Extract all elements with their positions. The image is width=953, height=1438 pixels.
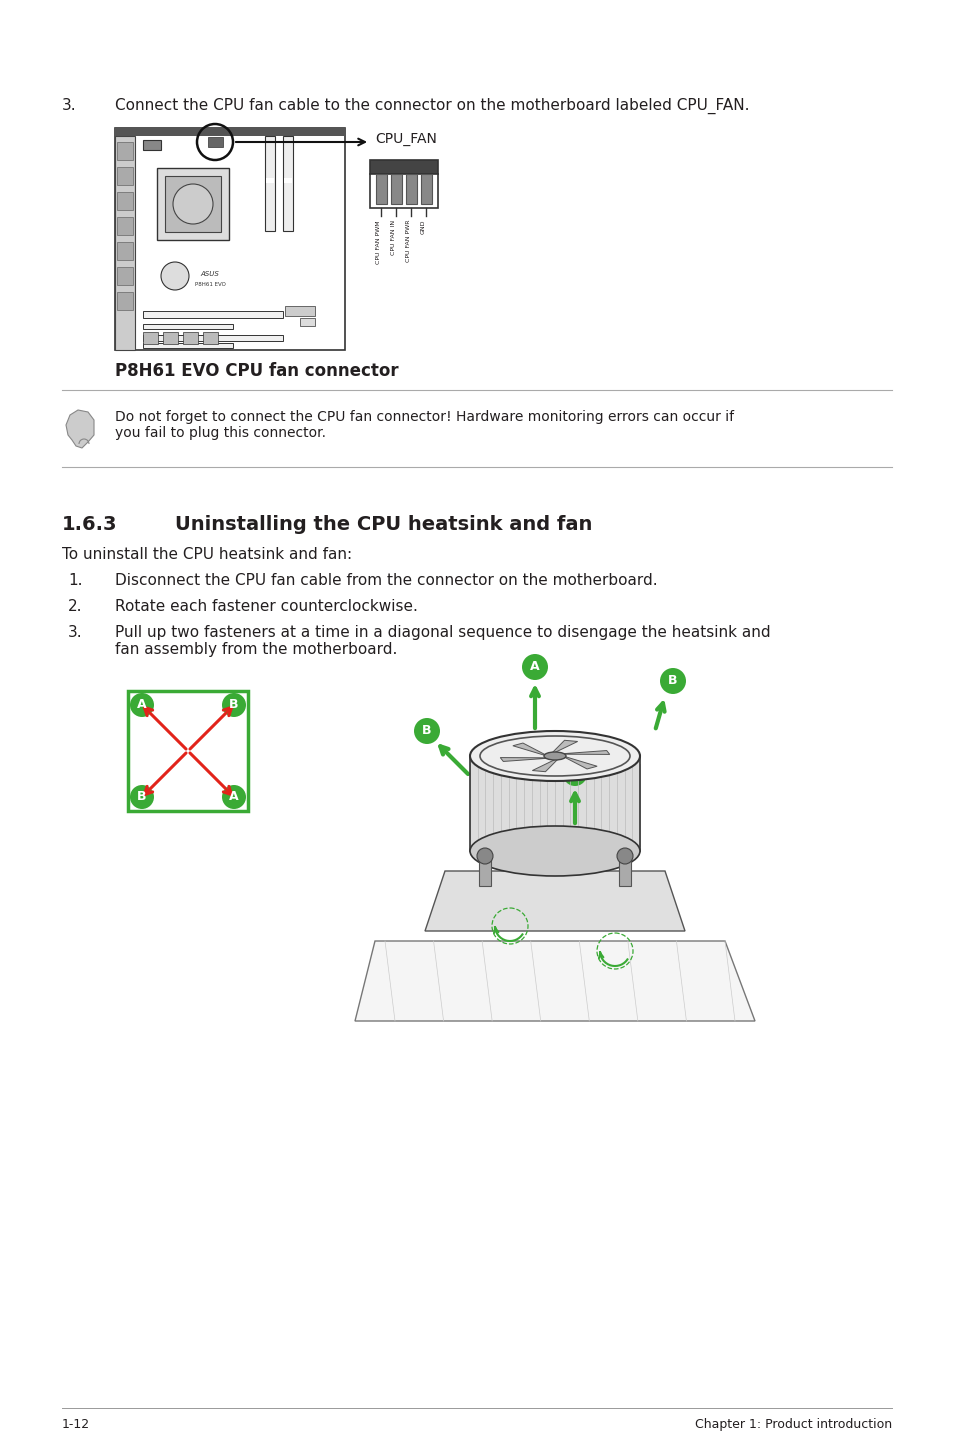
Bar xyxy=(143,335,283,341)
Bar xyxy=(370,174,437,209)
Circle shape xyxy=(476,848,493,864)
Text: Connect the CPU fan cable to the connector on the motherboard labeled CPU_FAN.: Connect the CPU fan cable to the connect… xyxy=(115,98,749,114)
Bar xyxy=(117,142,132,160)
Text: Chapter 1: Product introduction: Chapter 1: Product introduction xyxy=(694,1418,891,1431)
Ellipse shape xyxy=(470,825,639,876)
Bar xyxy=(117,267,132,285)
Text: 3.: 3. xyxy=(62,98,76,114)
Polygon shape xyxy=(66,410,94,449)
Bar xyxy=(375,174,387,204)
Bar xyxy=(420,174,432,204)
Polygon shape xyxy=(355,940,754,1021)
Bar xyxy=(203,332,218,344)
Circle shape xyxy=(222,785,246,810)
Ellipse shape xyxy=(470,731,639,781)
Bar xyxy=(478,856,491,886)
Circle shape xyxy=(521,654,547,680)
Text: 3.: 3. xyxy=(68,626,83,640)
Bar xyxy=(143,344,233,348)
Bar xyxy=(299,318,314,326)
Text: Disconnect the CPU fan cable from the connector on the motherboard.: Disconnect the CPU fan cable from the co… xyxy=(115,572,657,588)
Bar xyxy=(183,332,198,344)
Circle shape xyxy=(414,718,439,743)
Bar xyxy=(163,332,178,344)
Bar xyxy=(117,167,132,186)
Circle shape xyxy=(222,693,246,718)
Bar xyxy=(391,174,401,204)
Text: 1.: 1. xyxy=(68,572,82,588)
Bar xyxy=(117,193,132,210)
Bar xyxy=(143,139,161,150)
Bar xyxy=(283,137,293,232)
Text: CPU FAN PWR: CPU FAN PWR xyxy=(406,220,411,263)
Bar xyxy=(157,168,229,240)
Bar xyxy=(143,311,283,318)
Text: A: A xyxy=(137,699,147,712)
Ellipse shape xyxy=(543,752,565,761)
Text: Pull up two fasteners at a time in a diagonal sequence to disengage the heatsink: Pull up two fasteners at a time in a dia… xyxy=(115,626,770,657)
Text: B: B xyxy=(137,791,147,804)
Polygon shape xyxy=(499,758,551,762)
Text: CPU_FAN: CPU_FAN xyxy=(375,132,436,147)
Polygon shape xyxy=(551,741,578,754)
Text: Rotate each fastener counterclockwise.: Rotate each fastener counterclockwise. xyxy=(115,600,417,614)
Polygon shape xyxy=(424,871,684,930)
Text: P8H61 EVO: P8H61 EVO xyxy=(194,282,225,288)
Text: CPU FAN PWM: CPU FAN PWM xyxy=(375,220,380,263)
Bar xyxy=(143,332,158,344)
Circle shape xyxy=(161,262,189,290)
Text: B: B xyxy=(229,699,238,712)
Bar xyxy=(370,160,437,174)
Polygon shape xyxy=(562,756,597,769)
Text: B: B xyxy=(667,674,677,687)
Bar xyxy=(128,692,248,811)
Bar xyxy=(618,856,630,886)
Circle shape xyxy=(130,693,153,718)
Polygon shape xyxy=(513,743,546,756)
Bar xyxy=(208,137,223,147)
Text: B: B xyxy=(422,725,432,738)
Text: 1-12: 1-12 xyxy=(62,1418,90,1431)
Bar xyxy=(265,137,274,232)
Text: Do not forget to connect the CPU fan connector! Hardware monitoring errors can o: Do not forget to connect the CPU fan con… xyxy=(115,410,734,440)
Circle shape xyxy=(659,669,685,695)
Bar xyxy=(117,292,132,311)
Text: A: A xyxy=(530,660,539,673)
Text: P8H61 EVO CPU fan connector: P8H61 EVO CPU fan connector xyxy=(115,362,398,380)
Polygon shape xyxy=(532,758,558,772)
Bar xyxy=(115,137,135,349)
Bar xyxy=(470,756,639,851)
Polygon shape xyxy=(558,751,609,755)
Bar xyxy=(115,128,345,137)
Text: GND: GND xyxy=(420,220,426,234)
Text: Uninstalling the CPU heatsink and fan: Uninstalling the CPU heatsink and fan xyxy=(174,515,592,533)
Bar xyxy=(117,242,132,260)
Bar xyxy=(165,175,221,232)
Bar xyxy=(284,178,292,183)
Text: 2.: 2. xyxy=(68,600,82,614)
Text: 1.6.3: 1.6.3 xyxy=(62,515,117,533)
Bar xyxy=(115,128,345,349)
Text: To uninstall the CPU heatsink and fan:: To uninstall the CPU heatsink and fan: xyxy=(62,546,352,562)
Bar xyxy=(406,174,416,204)
Circle shape xyxy=(617,848,633,864)
Bar xyxy=(143,324,233,329)
Bar xyxy=(285,306,314,316)
Text: ASUS: ASUS xyxy=(200,270,219,278)
Text: A: A xyxy=(570,768,579,781)
Circle shape xyxy=(130,785,153,810)
Text: CPU FAN IN: CPU FAN IN xyxy=(391,220,395,255)
Bar xyxy=(266,178,274,183)
Circle shape xyxy=(562,762,586,787)
Bar xyxy=(117,217,132,234)
Circle shape xyxy=(172,184,213,224)
Text: A: A xyxy=(229,791,238,804)
